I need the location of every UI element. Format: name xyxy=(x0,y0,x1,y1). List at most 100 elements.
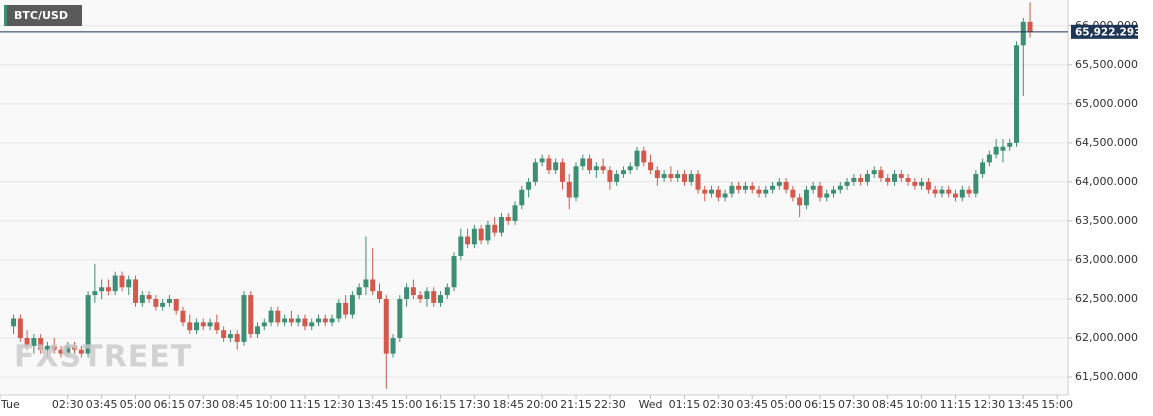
candle-body xyxy=(65,345,71,354)
candle-body xyxy=(512,205,518,221)
candle-body xyxy=(953,193,959,198)
candle-body xyxy=(824,193,830,198)
candle-body xyxy=(736,185,742,190)
candle-body xyxy=(166,298,172,303)
candle-body xyxy=(465,236,471,245)
candle-body xyxy=(580,158,586,167)
candle-body xyxy=(51,345,57,350)
candle-body xyxy=(519,189,525,206)
y-tick-label: 62,000.000 xyxy=(1075,331,1138,344)
y-tick-label: 61,500.000 xyxy=(1075,370,1138,383)
candle-body xyxy=(715,189,721,198)
candle-body xyxy=(227,334,233,339)
candle-body xyxy=(173,298,179,311)
candle-body xyxy=(864,174,870,182)
candle-body xyxy=(309,322,315,327)
x-tick-label: 11:15 xyxy=(289,398,321,411)
candle-body xyxy=(241,295,247,342)
candle-body xyxy=(627,166,633,171)
candle-body xyxy=(248,295,254,335)
candle-body xyxy=(153,298,159,307)
candle-body xyxy=(1027,21,1033,32)
candle-body xyxy=(790,189,796,198)
x-tick-label: 10:00 xyxy=(255,398,287,411)
candle-body xyxy=(559,162,565,182)
candle-body xyxy=(444,287,450,296)
overlay: 61,500.000 62,000.000 62,500.000 63,000.000… xyxy=(0,19,1141,411)
candle-body xyxy=(417,295,423,299)
x-tick-label: 13:45 xyxy=(357,398,389,411)
candle-body xyxy=(451,256,457,288)
candle-body xyxy=(648,162,654,171)
candle-body xyxy=(573,166,579,198)
x-tick-label: 08:45 xyxy=(221,398,253,411)
candle-body xyxy=(620,170,626,175)
last-price-box xyxy=(1071,24,1138,39)
candle-body xyxy=(478,228,484,241)
candle-body xyxy=(966,189,972,194)
x-tick-label: 12:30 xyxy=(323,398,355,411)
candle-body xyxy=(187,322,193,331)
candle-body xyxy=(702,189,708,194)
candle-body xyxy=(695,174,701,190)
candle-body xyxy=(485,224,491,241)
candle-body xyxy=(105,287,111,292)
x-tick-label: 03:45 xyxy=(736,398,768,411)
x-tick-label: 12:30 xyxy=(974,398,1006,411)
candle-body xyxy=(763,189,769,194)
candle-body xyxy=(722,193,728,198)
x-tick-label: Tue xyxy=(0,398,20,411)
candle-body xyxy=(532,162,538,182)
candle-body xyxy=(553,162,559,171)
candle-body xyxy=(146,295,152,299)
plot-background xyxy=(0,0,1068,395)
candles xyxy=(11,2,1033,389)
candle-body xyxy=(932,189,938,194)
x-tick-label: 11:15 xyxy=(940,398,972,411)
candle-body xyxy=(133,279,139,303)
candle-body xyxy=(681,174,687,182)
x-tick-label: 15:00 xyxy=(1041,398,1073,411)
candle-body xyxy=(72,345,78,350)
y-tick-label: 64,000.000 xyxy=(1075,175,1138,188)
last-price-label: 65,922.293 xyxy=(1075,26,1141,38)
y-tick-label: 63,500.000 xyxy=(1075,214,1138,227)
candle-body xyxy=(973,174,979,194)
candle-body xyxy=(295,318,301,323)
candle-body xyxy=(742,185,748,190)
candle-body xyxy=(376,291,382,299)
candle-body xyxy=(24,338,30,346)
candle-body xyxy=(837,185,843,190)
candle-body xyxy=(356,287,362,296)
candle-body xyxy=(302,318,308,327)
candle-body xyxy=(397,298,403,339)
x-tick-label: 16:15 xyxy=(425,398,457,411)
candle-body xyxy=(539,158,545,163)
candle-body xyxy=(776,181,782,186)
x-tick-label: 18:45 xyxy=(492,398,524,411)
candle-body xyxy=(756,189,762,194)
candle-body xyxy=(255,326,261,335)
candle-body xyxy=(1007,142,1013,147)
candle-body xyxy=(1000,146,1006,151)
candle-body xyxy=(993,146,999,155)
candle-body xyxy=(349,295,355,315)
title-stripe xyxy=(4,5,7,26)
chart-title: BTC/USD xyxy=(14,9,68,22)
candle-body xyxy=(424,291,430,299)
y-tick-label: 62,500.000 xyxy=(1075,292,1138,305)
candle-body xyxy=(546,158,552,171)
candle-body xyxy=(566,181,572,198)
watermark: FXSTREET xyxy=(14,340,192,375)
candle-body xyxy=(437,295,443,303)
x-tick-label: 10:00 xyxy=(906,398,938,411)
candle-body xyxy=(797,197,803,206)
y-tick-label: 64,500.000 xyxy=(1075,136,1138,149)
x-tick-label: 01:15 xyxy=(669,398,701,411)
candle-body xyxy=(729,185,735,194)
candle-body xyxy=(709,189,715,194)
candle-body xyxy=(329,318,335,323)
candle-body xyxy=(370,279,376,292)
candle-body xyxy=(844,181,850,186)
